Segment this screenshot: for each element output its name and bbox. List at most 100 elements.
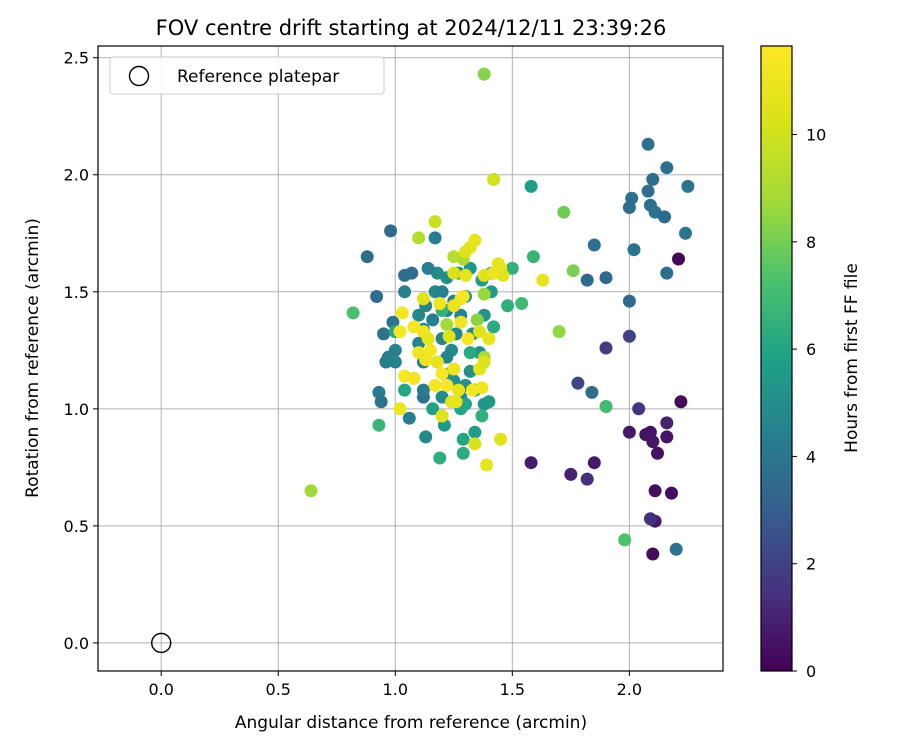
data-point xyxy=(679,226,692,240)
data-point xyxy=(435,367,449,381)
chart-title: FOV centre drift starting at 2024/12/11 … xyxy=(156,16,667,40)
data-point xyxy=(672,252,685,266)
data-point xyxy=(393,325,407,339)
data-point xyxy=(587,238,601,252)
data-point xyxy=(433,297,447,310)
x-tick-label: 0.5 xyxy=(266,680,291,699)
colorbar-tick-label: 0 xyxy=(806,662,816,681)
data-point xyxy=(447,250,461,264)
data-point xyxy=(487,266,501,280)
data-point xyxy=(473,325,487,339)
colorbar: 0 2 4 6 8 10 Hours from first FF file xyxy=(760,45,862,681)
data-point xyxy=(398,383,412,397)
data-point xyxy=(477,355,491,369)
data-point xyxy=(421,261,435,275)
data-point xyxy=(480,458,494,472)
x-tick-label: 1.0 xyxy=(383,680,408,699)
data-point xyxy=(419,430,433,444)
y-tick-label: 2.0 xyxy=(64,166,89,185)
data-point xyxy=(632,402,646,416)
legend-box xyxy=(109,56,385,95)
data-point xyxy=(388,355,402,369)
data-point xyxy=(398,268,412,282)
data-point xyxy=(416,383,430,397)
colorbar-label: Hours from first FF file xyxy=(842,263,862,453)
data-point xyxy=(622,425,636,439)
data-point xyxy=(452,383,465,397)
data-point xyxy=(564,467,578,481)
data-point xyxy=(442,329,456,343)
data-point xyxy=(627,243,641,257)
y-tick-label: 0.5 xyxy=(64,517,89,536)
data-point xyxy=(566,264,580,278)
data-point xyxy=(494,432,508,446)
colorbar-tick-label: 10 xyxy=(806,126,826,145)
data-point xyxy=(660,430,674,444)
data-point xyxy=(426,402,440,416)
data-point xyxy=(643,425,657,439)
y-tick-label: 1.5 xyxy=(64,283,89,302)
data-point xyxy=(524,179,538,193)
legend-marker-open-circle xyxy=(128,65,150,87)
data-point xyxy=(447,266,461,280)
data-point xyxy=(658,210,671,224)
data-point xyxy=(440,318,454,332)
data-point xyxy=(468,425,482,439)
data-point xyxy=(487,172,501,186)
data-point xyxy=(660,416,674,430)
data-point xyxy=(456,290,470,303)
x-tick-label: 0.0 xyxy=(148,680,173,699)
data-point xyxy=(426,313,440,327)
data-point xyxy=(482,395,496,409)
y-tick-label: 2.5 xyxy=(64,49,89,68)
data-point xyxy=(423,343,437,357)
y-tick-label: 1.0 xyxy=(64,400,89,419)
data-point xyxy=(374,395,388,409)
data-point xyxy=(475,409,489,423)
x-tick-label: 2.0 xyxy=(617,680,642,699)
plot-area xyxy=(98,46,723,671)
colorbar-tick-label: 8 xyxy=(806,233,816,252)
colorbar-tick-label: 4 xyxy=(806,447,816,466)
legend: Reference platepar xyxy=(109,56,385,95)
data-point xyxy=(526,250,540,264)
data-point xyxy=(524,456,538,470)
data-point xyxy=(501,299,515,313)
data-point xyxy=(660,161,674,175)
data-point xyxy=(646,172,660,186)
data-point xyxy=(571,376,585,390)
x-axis-ticks: 0.0 0.5 1.0 1.5 2.0 xyxy=(148,671,642,699)
x-axis-label: Angular distance from reference (arcmin) xyxy=(235,713,587,733)
data-point xyxy=(412,231,426,245)
data-point xyxy=(585,385,599,399)
data-point xyxy=(651,446,664,460)
data-point xyxy=(622,329,636,343)
data-point xyxy=(580,273,594,287)
data-point xyxy=(428,215,442,229)
data-point xyxy=(421,332,435,346)
data-point xyxy=(407,371,421,385)
colorbar-ticks: 0 2 4 6 8 10 xyxy=(792,126,826,681)
data-point xyxy=(428,231,442,245)
data-point xyxy=(599,271,613,285)
colorbar-gradient xyxy=(760,45,793,672)
data-point xyxy=(622,201,636,214)
data-point xyxy=(681,179,695,193)
data-point xyxy=(475,381,489,395)
data-point xyxy=(459,245,472,259)
colorbar-tick-label: 2 xyxy=(806,555,816,574)
y-axis-ticks: 0.0 0.5 1.0 1.5 2.0 2.5 xyxy=(64,49,98,653)
data-point xyxy=(435,285,449,299)
data-point xyxy=(557,205,571,219)
colorbar-tick-label: 6 xyxy=(806,340,816,359)
data-point xyxy=(377,327,391,341)
data-point xyxy=(505,261,519,275)
data-points xyxy=(304,67,695,561)
data-point xyxy=(468,437,482,451)
data-point xyxy=(641,184,655,198)
data-point xyxy=(536,273,550,287)
data-point xyxy=(402,411,416,425)
data-point xyxy=(428,378,442,392)
data-point xyxy=(456,432,470,446)
